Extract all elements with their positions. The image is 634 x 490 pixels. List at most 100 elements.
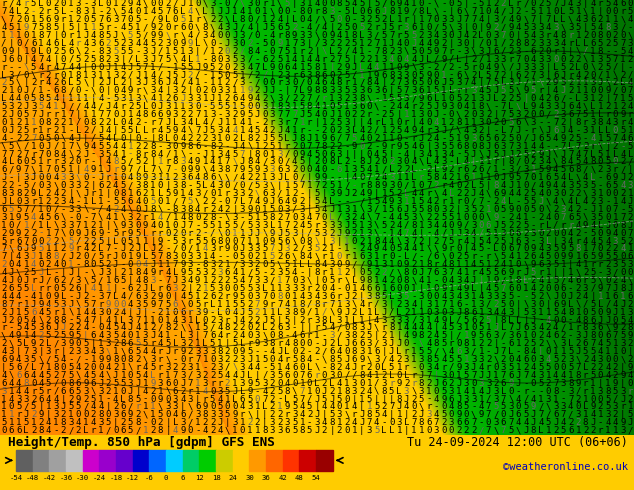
Text: 7: 7 [23,347,29,356]
Text: 3: 3 [404,316,409,324]
Text: 0: 0 [46,47,51,56]
Text: J: J [515,63,521,72]
Text: 8: 8 [247,157,252,167]
Text: 3: 3 [255,245,260,253]
Text: L: L [240,134,245,143]
Text: 1: 1 [329,245,335,253]
Text: 8: 8 [479,142,484,151]
Text: 3: 3 [463,394,469,404]
Text: 0: 0 [322,157,327,167]
Text: 4: 4 [322,418,327,427]
Text: r: r [628,387,633,395]
Text: /: / [158,47,163,56]
Text: 1: 1 [210,149,216,159]
Text: 9: 9 [359,355,365,364]
Text: 9: 9 [441,166,446,174]
Text: 2: 2 [598,94,603,103]
Text: 4: 4 [83,39,89,48]
Text: 3: 3 [68,418,74,427]
Text: 0: 0 [426,118,432,127]
Text: 1: 1 [359,316,365,324]
Text: 5: 5 [612,39,618,48]
Text: 0: 0 [628,379,633,388]
Text: 1: 1 [195,292,200,301]
Text: 0: 0 [396,260,402,269]
Text: 0: 0 [538,229,543,238]
Text: |: | [307,268,312,277]
Text: 1: 1 [612,197,618,206]
Text: 5: 5 [576,181,581,190]
Text: 3: 3 [620,339,626,348]
Text: 0: 0 [531,379,536,388]
Text: |: | [53,55,58,64]
Text: 4: 4 [359,189,365,198]
Text: 5: 5 [352,39,357,48]
Text: 5: 5 [128,31,133,40]
Text: 5: 5 [545,0,551,8]
Text: 5: 5 [463,149,469,159]
Text: J: J [605,220,611,230]
Text: 2: 2 [46,197,51,206]
Text: -: - [434,402,439,412]
Text: -: - [172,331,178,341]
Text: 5: 5 [359,166,365,174]
Text: 9: 9 [269,237,275,245]
Text: 6: 6 [382,86,387,96]
Text: 1: 1 [538,173,543,182]
Text: 8: 8 [269,213,275,222]
Text: 1: 1 [508,260,514,269]
Text: 4: 4 [292,63,297,72]
Text: \: \ [322,15,327,24]
Text: 1: 1 [366,197,372,206]
Text: 4: 4 [374,63,379,72]
Text: 0: 0 [486,418,491,427]
Text: |: | [91,339,96,348]
Text: 5: 5 [531,292,536,301]
Text: 5: 5 [120,126,126,135]
Text: 2: 2 [202,197,208,206]
Text: 6: 6 [210,292,216,301]
Text: 6: 6 [620,0,626,8]
Text: /: / [620,166,626,174]
Text: 3: 3 [605,166,611,174]
Text: 0: 0 [501,245,506,253]
Text: 6: 6 [515,118,521,127]
Text: 2: 2 [46,237,51,245]
Text: r: r [172,31,178,40]
Text: 3: 3 [434,426,439,435]
Text: 3: 3 [262,220,268,230]
Text: -: - [262,268,268,277]
Text: 0: 0 [456,245,462,253]
Text: 8: 8 [46,23,51,32]
Text: 0: 0 [538,300,543,309]
Text: r: r [404,363,409,372]
Text: 0: 0 [329,102,335,111]
Text: 4: 4 [135,0,141,8]
Text: 4: 4 [150,220,155,230]
Text: J: J [247,229,252,238]
Text: 1: 1 [91,23,96,32]
Text: 6: 6 [352,355,357,364]
Text: 8: 8 [590,157,596,167]
Bar [150,450,166,470]
Text: 8: 8 [374,292,379,301]
Text: |: | [486,181,491,190]
Text: 3: 3 [598,355,603,364]
Text: 1: 1 [404,110,409,119]
Text: 3: 3 [329,86,335,96]
Text: 0: 0 [396,276,402,285]
Text: 2: 2 [493,237,499,245]
Text: 0: 0 [553,316,559,324]
Text: r: r [314,220,320,230]
Text: /: / [91,252,96,261]
Text: 3: 3 [188,394,193,404]
Text: 2: 2 [404,308,409,317]
Text: 1: 1 [113,173,119,182]
Text: 3: 3 [418,63,424,72]
Text: J: J [61,323,66,332]
Text: 0: 0 [16,39,22,48]
Text: 2: 2 [135,142,141,151]
Text: 5: 5 [411,205,417,214]
Text: -: - [583,229,588,238]
Text: 2: 2 [329,387,335,395]
